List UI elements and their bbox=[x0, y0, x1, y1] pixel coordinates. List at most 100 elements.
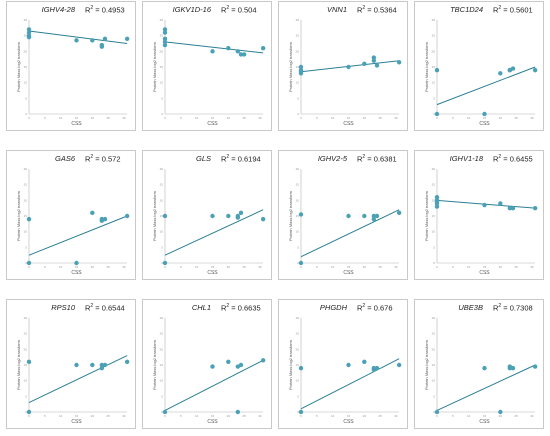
x-tick-label: 10 bbox=[467, 414, 471, 418]
data-point bbox=[26, 359, 32, 365]
x-tick-label: 20 bbox=[363, 414, 367, 418]
scatter-panel: RPS10 R2 = 0.6544 0 0 5 5 10 10 15 15 20 20 25 25 30 30… bbox=[6, 299, 136, 429]
data-point bbox=[241, 52, 247, 57]
trend-line bbox=[164, 359, 264, 411]
y-tick-label: 0 bbox=[161, 410, 163, 414]
data-point bbox=[162, 260, 168, 266]
y-tick-label: 30 bbox=[296, 167, 300, 171]
data-point bbox=[362, 61, 367, 67]
r-squared: R2 = 0.572 bbox=[85, 154, 121, 164]
y-tick-label: 10 bbox=[296, 230, 300, 234]
gene-name: GLS bbox=[195, 154, 211, 163]
y-tick-label: 0 bbox=[433, 112, 435, 116]
r-squared-label: R bbox=[221, 154, 227, 164]
x-tick-label: 30 bbox=[122, 265, 126, 269]
data-point bbox=[482, 202, 487, 208]
y-tick-label: 10 bbox=[160, 379, 164, 383]
y-tick-label: 20 bbox=[160, 347, 164, 351]
x-tick-label: 10 bbox=[59, 116, 63, 120]
data-point bbox=[434, 111, 440, 117]
r-squared-exponent: 2 bbox=[362, 303, 366, 309]
x-tick-label: 30 bbox=[258, 116, 262, 120]
data-point bbox=[162, 409, 168, 415]
data-point bbox=[226, 359, 231, 365]
data-point bbox=[434, 201, 440, 206]
r-squared: R2 = 0.676 bbox=[357, 303, 393, 313]
trend-line bbox=[436, 66, 536, 106]
x-tick-label: 20 bbox=[499, 265, 503, 269]
trend-line bbox=[28, 355, 128, 404]
data-point bbox=[162, 30, 168, 35]
data-point bbox=[482, 111, 487, 117]
scatter-panel: VNN1 R2 = 0.5364 0 0 5 5 10 10 15 15 20 20 25 25 30 30 C… bbox=[278, 1, 408, 131]
x-tick-label: 0 bbox=[28, 414, 30, 418]
r-squared-exponent: 2 bbox=[498, 303, 502, 309]
y-tick-label: 20 bbox=[296, 347, 300, 351]
x-tick-label: 20 bbox=[91, 265, 95, 269]
x-tick-label: 0 bbox=[436, 116, 438, 120]
y-tick-label: 15 bbox=[296, 214, 300, 218]
data-point bbox=[99, 362, 105, 368]
y-tick-label: 30 bbox=[296, 316, 300, 320]
data-point bbox=[434, 204, 440, 209]
r-squared-exponent: 2 bbox=[90, 5, 94, 11]
x-tick-label: 25 bbox=[514, 265, 518, 269]
x-tick-label: 15 bbox=[483, 414, 487, 418]
data-point bbox=[374, 213, 380, 219]
data-point bbox=[498, 201, 503, 206]
x-tick-label: 5 bbox=[316, 414, 318, 418]
x-tick-label: 5 bbox=[452, 116, 454, 120]
r-squared: R2 = 0.6455 bbox=[493, 154, 533, 164]
y-tick-label: 10 bbox=[296, 81, 300, 85]
x-tick-label: 5 bbox=[452, 414, 454, 418]
x-tick-label: 10 bbox=[59, 414, 63, 418]
data-point bbox=[238, 52, 244, 57]
data-point bbox=[124, 213, 130, 219]
data-point bbox=[482, 365, 487, 371]
data-point bbox=[346, 213, 351, 219]
data-point bbox=[298, 212, 304, 217]
trend-line bbox=[436, 364, 536, 411]
trend-line bbox=[300, 209, 400, 258]
data-point bbox=[510, 66, 516, 71]
scatter-plot: 00 5 5 10 10 15 15 20 20 25 25 30 30 CSS Protein Mass … bbox=[424, 18, 538, 127]
y-tick-label: 5 bbox=[297, 96, 299, 100]
x-tick-label: 20 bbox=[363, 265, 367, 269]
x-tick-label: 25 bbox=[378, 116, 382, 120]
x-tick-label: 0 bbox=[164, 414, 166, 418]
r-squared-label: R bbox=[85, 154, 91, 164]
y-tick-label: 0 bbox=[25, 112, 27, 116]
scatter-plot: 00 5 5 10 10 15 15 20 20 25 25 30 30 CSS Protein Mass … bbox=[288, 18, 402, 127]
data-point bbox=[238, 362, 244, 368]
y-axis-label: Protein Mass log2 transform bbox=[424, 339, 429, 390]
trend-line bbox=[164, 41, 264, 54]
r-squared-value: = 0.6544 bbox=[93, 303, 125, 313]
y-tick-label: 10 bbox=[296, 379, 300, 383]
r-squared-exponent: 2 bbox=[226, 5, 230, 11]
data-point bbox=[210, 49, 215, 54]
gene-name: RPS10 bbox=[51, 303, 75, 312]
data-point bbox=[90, 362, 95, 368]
y-tick-label: 30 bbox=[24, 316, 28, 320]
y-tick-label: 15 bbox=[160, 214, 164, 218]
data-point bbox=[162, 27, 168, 32]
x-tick-label: 20 bbox=[499, 414, 503, 418]
data-point bbox=[235, 213, 241, 219]
x-tick-label: 25 bbox=[242, 265, 246, 269]
scatter-plot: 00 5 5 10 10 15 15 20 20 25 25 30 30 CSS Protein Mass … bbox=[16, 167, 130, 276]
x-tick-label: 5 bbox=[44, 116, 46, 120]
r-squared-exponent: 2 bbox=[90, 303, 94, 309]
r-squared: R2 = 0.5364 bbox=[357, 5, 397, 15]
x-tick-label: 25 bbox=[242, 116, 246, 120]
y-tick-label: 20 bbox=[432, 49, 436, 53]
y-tick-label: 30 bbox=[160, 18, 164, 22]
x-axis-label: CSS bbox=[479, 419, 490, 425]
y-tick-label: 15 bbox=[432, 363, 436, 367]
y-axis-label: Protein Mass log2 transform bbox=[152, 41, 157, 92]
x-tick-label: 15 bbox=[211, 414, 215, 418]
r-squared-value: = 0.6381 bbox=[365, 154, 397, 164]
r-squared: R2 = 0.4953 bbox=[85, 5, 125, 15]
x-tick-label: 10 bbox=[195, 116, 199, 120]
r-squared-label: R bbox=[221, 5, 227, 15]
x-tick-label: 0 bbox=[28, 116, 30, 120]
